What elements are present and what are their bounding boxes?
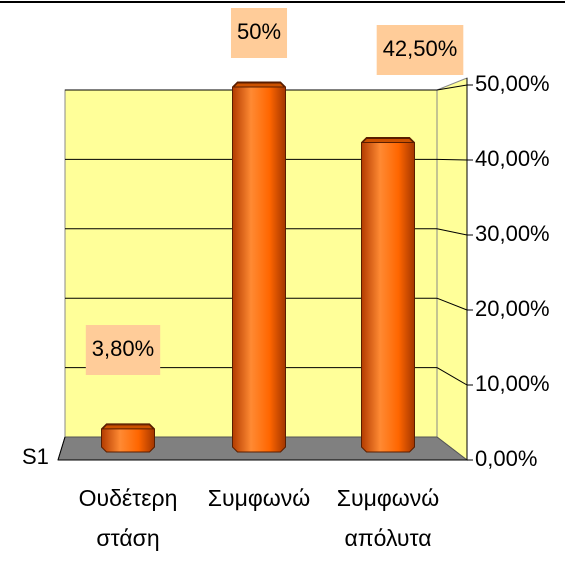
data-label: 42,50%: [383, 36, 458, 61]
y-tick-label: 30,00%: [475, 221, 550, 246]
bar-top: [232, 82, 286, 88]
grid-line: [436, 158, 468, 161]
bar: [361, 137, 415, 453]
y-tick-label: 40,00%: [475, 146, 550, 171]
bar: [232, 81, 286, 453]
side-wall: [436, 77, 468, 462]
x-tick-label: Συμφωνώ απόλυτα: [336, 485, 440, 551]
grid-line: [436, 367, 468, 386]
x-tick-label: Ουδέτερη στάση: [78, 485, 178, 551]
data-label: 50%: [237, 19, 281, 44]
series-label: S1: [22, 444, 49, 469]
bar: [101, 423, 155, 453]
data-label-box: [230, 8, 288, 58]
y-tick-label: 20,00%: [475, 296, 550, 321]
y-tick-label: 10,00%: [475, 371, 550, 396]
x-tick-label: Συμφωνώ: [207, 485, 311, 511]
y-tick-label: 0,00%: [475, 446, 537, 471]
grid-line: [436, 297, 468, 311]
bar-top: [361, 138, 415, 143]
bar-top: [101, 424, 155, 430]
data-label-box: [85, 325, 161, 375]
data-label-box: [376, 25, 464, 75]
grid-line: [436, 228, 468, 236]
y-tick-label: 50,00%: [475, 71, 550, 96]
depth-axis: [57, 436, 66, 461]
grid-line: [436, 84, 468, 91]
data-label: 3,80%: [92, 336, 154, 361]
